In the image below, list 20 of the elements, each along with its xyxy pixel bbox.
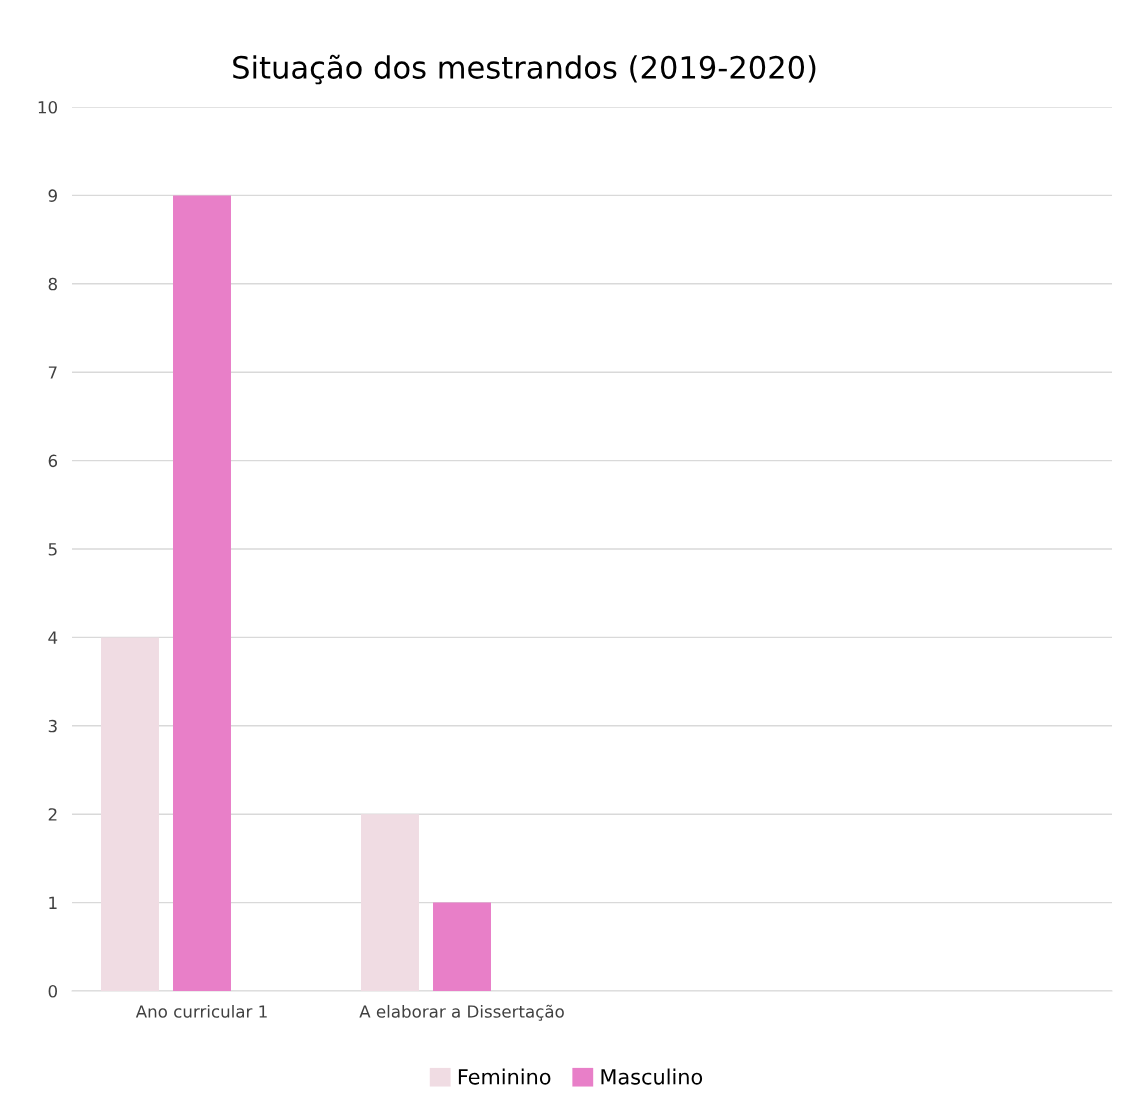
y-tick-label: 4 — [48, 631, 58, 644]
y-tick-label: 7 — [48, 366, 57, 379]
x-tick-label: Ano curricular 1 — [135, 1004, 267, 1018]
y-tick-label: 1 — [49, 896, 57, 909]
legend-label: Masculino — [601, 1068, 703, 1085]
y-tick-label: 2 — [48, 808, 57, 821]
y-tick-label: 0 — [48, 984, 57, 998]
y-tick-label: 8 — [48, 277, 57, 291]
chart-title: Situação dos mestrandos (2019-2020) — [233, 54, 816, 85]
bar — [360, 814, 419, 991]
y-tick-label: 10 — [38, 100, 57, 114]
bar — [173, 195, 231, 991]
y-tick-label: 6 — [48, 454, 58, 468]
bar — [100, 637, 159, 991]
bar — [433, 902, 491, 991]
x-tick-label: A elaborar a Dissertação — [359, 1004, 564, 1021]
y-tick-label: 5 — [48, 543, 57, 556]
legend-label: Feminino — [458, 1068, 551, 1085]
y-tick-label: 9 — [48, 189, 57, 202]
y-tick-label: 3 — [48, 719, 57, 733]
